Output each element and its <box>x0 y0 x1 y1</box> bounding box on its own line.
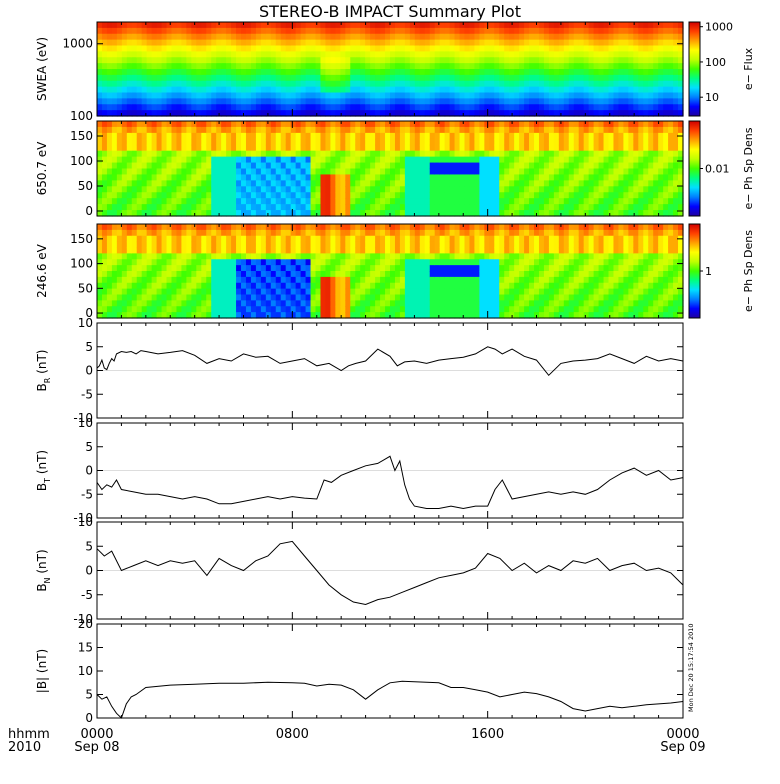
panel-0: 10 100 1000 e− Flux 100 1000 SWEA (eV) <box>35 21 755 123</box>
colorbar-label: e− Ph Sp Dens <box>742 127 755 209</box>
colorbar-tick-label: 100 <box>705 56 726 69</box>
x-date-label: Sep 08 <box>74 740 119 755</box>
y-axis-label-5: BN (nT) <box>35 549 52 591</box>
series-line-5 <box>97 541 683 604</box>
y-axis-label-0: SWEA (eV) <box>35 37 49 101</box>
y-tick-label: 15 <box>78 641 93 655</box>
colorbar-tick-label: 0.01 <box>705 163 730 176</box>
y-tick-label: 5 <box>85 539 93 553</box>
y-tick-label: 0 <box>85 711 93 725</box>
colorbar-label: e− Flux <box>742 47 755 90</box>
y-axis-label-2: 246.6 eV <box>35 243 49 298</box>
y-axis-label-4: BT (nT) <box>35 450 52 491</box>
y-tick-label: 5 <box>85 440 93 454</box>
y-axis-label-1: 650.7 eV <box>35 141 49 196</box>
series-line-3 <box>97 347 683 376</box>
y-tick-label: 10 <box>78 664 93 678</box>
y-tick-label: 0 <box>85 464 93 478</box>
y-tick-label: 10 <box>78 416 93 430</box>
y-tick-label: -5 <box>81 387 93 401</box>
colorbar-2 <box>689 224 700 318</box>
x-tick-label: 0800 <box>276 727 309 742</box>
y-tick-label: 0 <box>85 364 93 378</box>
x-tick-label: 1600 <box>471 727 504 742</box>
y-tick-label: 50 <box>78 179 93 193</box>
y-tick-label: 0 <box>85 204 93 218</box>
timestamp-label: Mon Dec 20 15:17:54 2010 <box>687 623 695 712</box>
colorbar-0 <box>689 22 700 116</box>
panel-6: 0 5 10 15 20 |B| (nT) <box>35 617 683 725</box>
y-axis-label-3: BR (nT) <box>35 350 52 392</box>
colorbar-1 <box>689 121 700 216</box>
colorbar-tick-label: 1 <box>705 265 712 278</box>
series-line-4 <box>97 456 683 508</box>
y-tick-label: 50 <box>78 281 93 295</box>
footer-year: 2010 <box>8 740 41 755</box>
y-tick-label: -5 <box>81 588 93 602</box>
y-axis-label-6: |B| (nT) <box>35 649 49 693</box>
y-tick-label: -5 <box>81 487 93 501</box>
panel-1: 0.01 e− Ph Sp Dens 0 50 100 150 650.7 eV <box>35 121 755 218</box>
colorbar-tick-label: 10 <box>705 91 719 104</box>
y-tick-label: 20 <box>78 617 93 631</box>
panel-frame <box>97 624 683 718</box>
y-tick-label: 150 <box>70 129 93 143</box>
y-tick-label: 150 <box>70 232 93 246</box>
y-tick-label: 10 <box>78 316 93 330</box>
plot-title: STEREO-B IMPACT Summary Plot <box>259 2 521 21</box>
y-tick-label: 0 <box>85 564 93 578</box>
y-tick-label: 10 <box>78 515 93 529</box>
y-tick-label: 5 <box>85 340 93 354</box>
y-tick-label: 100 <box>70 109 93 123</box>
y-tick-label: 5 <box>85 688 93 702</box>
y-tick-label: 100 <box>70 154 93 168</box>
colorbar-label: e− Ph Sp Dens <box>742 230 755 312</box>
y-tick-label: 100 <box>70 257 93 271</box>
colorbar-tick-label: 1000 <box>705 21 733 34</box>
series-line-6 <box>97 681 683 718</box>
y-tick-label: 1000 <box>62 37 93 51</box>
x-date-label: Sep 09 <box>660 740 705 755</box>
